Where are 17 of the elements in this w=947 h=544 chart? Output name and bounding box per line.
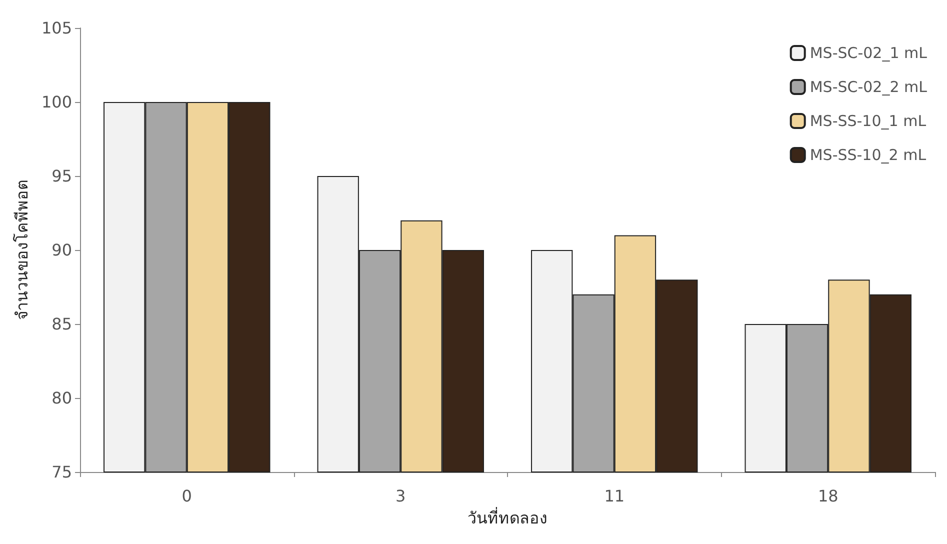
x-tick-label: 3 bbox=[396, 486, 406, 506]
x-tick-label: 18 bbox=[818, 486, 838, 506]
y-tick-label: 85 bbox=[52, 314, 72, 334]
legend-label: MS-SS-10_1 mL bbox=[810, 112, 927, 130]
legend-label: MS-SC-02_1 mL bbox=[810, 44, 928, 62]
legend-label: MS-SS-10_2 mL bbox=[810, 146, 927, 164]
y-axis-title: จำนวนของโคพีพอต bbox=[12, 180, 32, 320]
y-tick-label: 75 bbox=[52, 462, 72, 482]
legend-label: MS-SC-02_2 mL bbox=[810, 78, 928, 96]
x-tick-label: 0 bbox=[182, 486, 192, 506]
y-tick-label: 80 bbox=[52, 388, 72, 408]
y-tick-label: 90 bbox=[52, 240, 72, 260]
x-tick-label: 11 bbox=[604, 486, 625, 506]
x-axis-title: วันที่ทดลอง bbox=[468, 506, 548, 528]
y-tick-label: 100 bbox=[41, 92, 72, 112]
y-tick-label: 95 bbox=[52, 166, 72, 186]
y-tick-label: 105 bbox=[41, 18, 72, 38]
